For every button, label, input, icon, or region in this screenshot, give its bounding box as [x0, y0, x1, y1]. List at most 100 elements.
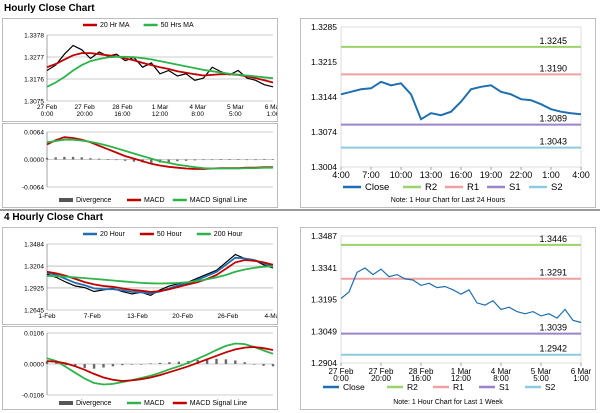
legend-label-20-hour: 20 Hour: [100, 231, 126, 238]
divergence-bar: [130, 364, 133, 365]
divergence-bar: [271, 364, 275, 367]
series-line-macd-signal-line: [46, 346, 274, 382]
divergence-bar: [245, 159, 249, 161]
four-hourly-levels-note: Note: 1 Hour Chart for Last 1 Week: [393, 399, 503, 406]
divergence-bar: [64, 364, 68, 366]
level-value-r2: 1.3245: [539, 36, 567, 46]
divergence-bar: [55, 362, 58, 364]
divergence-bar: [184, 159, 188, 161]
divergence-bar: [121, 364, 124, 366]
divergence-bar: [210, 159, 214, 161]
y-tick-label: 1.3075: [24, 99, 44, 106]
divergence-bar: [254, 159, 257, 161]
level-value-r2: 1.3446: [539, 234, 567, 244]
hourly-levels-chart: 1.3285 1.3215 1.3144 1.3074 1.3004 1.3245 1.31…: [311, 22, 590, 193]
divergence-bar: [193, 159, 196, 161]
level-value-s2: 1.2942: [539, 344, 567, 354]
divergence-bar: [263, 159, 266, 160]
divergence-bar: [224, 359, 228, 364]
four-hourly-price-panel: 20 Hour 50 Hour 200 Hour 1.3484 1.3204 1.2925…: [2, 227, 278, 325]
legend-label-close: Close: [343, 382, 365, 392]
divergence-bar: [92, 364, 96, 369]
divergence-bar: [97, 158, 101, 160]
divergence-bar: [234, 360, 237, 364]
divergence-bar: [111, 364, 115, 367]
level-value-s1: 1.3039: [539, 323, 567, 333]
legend-label-macd-signal-line: MACD Signal Line: [190, 400, 247, 407]
series-line-close: [340, 80, 582, 121]
x-tick-label: 4:00: [572, 170, 590, 180]
x-tick-label: 27 Feb 20:00: [369, 367, 394, 383]
hourly-macd-panel: Divergence MACD MACD Signal Line 0.0064 0.00…: [2, 123, 278, 208]
y-tick-label: 1.3484: [24, 242, 44, 249]
legend-label-divergence: Divergence: [76, 400, 112, 407]
legend-label-s2: S2: [551, 182, 563, 193]
y-tick-label: 1.3277: [24, 55, 44, 62]
series-line-close: [46, 253, 274, 297]
divergence-bar: [124, 159, 127, 161]
legend-label-r1: R1: [453, 382, 464, 392]
legend-label-20-hr-ma: 20 Hr MA: [100, 22, 130, 29]
divergence-bar: [202, 159, 205, 161]
x-tick-label: 26-Feb: [217, 313, 238, 320]
x-tick-label: 27 Feb 0:00: [37, 104, 58, 118]
legend-label-200-hour: 200 Hour: [214, 231, 243, 238]
divergence-bar: [45, 361, 49, 364]
level-value-r1: 1.3291: [539, 268, 567, 278]
x-tick-label: 4-Mar: [265, 313, 277, 320]
x-tick-label: 4:00: [332, 170, 350, 180]
x-tick-label: 13:00: [420, 170, 443, 180]
hourly-price-panel: 20 Hr MA 50 Hrs MA 1.3378 1.3277 1.3176 1.307…: [2, 18, 278, 122]
series-line-macd: [46, 342, 274, 386]
hourly-section-title: Hourly Close Chart: [4, 3, 95, 14]
y-tick-label: -0.0106: [22, 393, 44, 400]
y-tick-label: 1.3195: [311, 295, 337, 305]
legend-label-close: Close: [365, 182, 389, 193]
divergence-bar: [132, 159, 136, 162]
divergence-bar: [271, 159, 275, 160]
series-line-20-hr-ma: [46, 52, 274, 84]
x-tick-label: 1-Feb: [39, 313, 56, 320]
x-tick-label: 22:00: [510, 170, 533, 180]
legend-label-r2: R2: [425, 182, 437, 193]
legend-label-divergence: Divergence: [76, 197, 112, 204]
divergence-bar: [228, 159, 231, 160]
x-tick-label: 27 Feb 0:00: [329, 367, 354, 383]
y-tick-label: 1.2925: [24, 285, 44, 292]
series-line-macd: [46, 136, 273, 170]
x-tick-label: 28 Feb 16:00: [112, 104, 133, 118]
level-value-s2: 1.3043: [539, 137, 567, 147]
divergence-bar: [219, 159, 223, 160]
divergence-bar: [54, 157, 57, 160]
x-tick-label: 1 Mar 12:00: [451, 367, 472, 383]
four-hourly-section-title: 4 Hourly Close Chart: [4, 212, 103, 223]
legend-label-macd: MACD: [144, 197, 165, 204]
y-tick-label: 1.3144: [311, 92, 337, 102]
y-tick-label: 0.0000: [24, 362, 44, 369]
x-tick-label: 1 Mar 12:00: [152, 104, 169, 118]
x-tick-label: 10:00: [390, 170, 413, 180]
legend-label-s1: S1: [499, 382, 510, 392]
hourly-levels-panel: 1.3285 1.3215 1.3144 1.3074 1.3004 1.3245 1.31…: [300, 18, 596, 208]
x-tick-label: 20-Feb: [172, 313, 193, 320]
y-tick-label: 1.3074: [311, 127, 337, 137]
legend-swatch-divergence: [59, 401, 73, 405]
x-tick-label: 7-Feb: [84, 313, 101, 320]
four-hourly-levels-panel: 1.3487 1.3341 1.3195 1.3049 1.2904 1.3446 1.32…: [300, 227, 596, 410]
divergence-bar: [168, 362, 171, 364]
x-tick-label: 7:00: [362, 170, 380, 180]
legend-label-50-hour: 50 Hour: [157, 231, 183, 238]
divergence-bar: [243, 362, 246, 364]
x-tick-label: 13-Feb: [127, 313, 148, 320]
hourly-macd-chart: Divergence MACD MACD Signal Line 0.0064 0.00…: [22, 130, 275, 204]
x-tick-label: 28 Feb 16:00: [409, 367, 434, 383]
series-line-50-hrs-ma: [46, 55, 274, 88]
four-hourly-macd-chart: Divergence MACD MACD Signal Line 0.0106 0.00…: [22, 331, 275, 407]
legend-label-r2: R2: [407, 382, 418, 392]
divergence-bar: [45, 157, 49, 160]
series-line-close: [340, 267, 582, 324]
legend-swatch-divergence: [59, 198, 73, 202]
legend-label-s1: S1: [509, 182, 521, 193]
